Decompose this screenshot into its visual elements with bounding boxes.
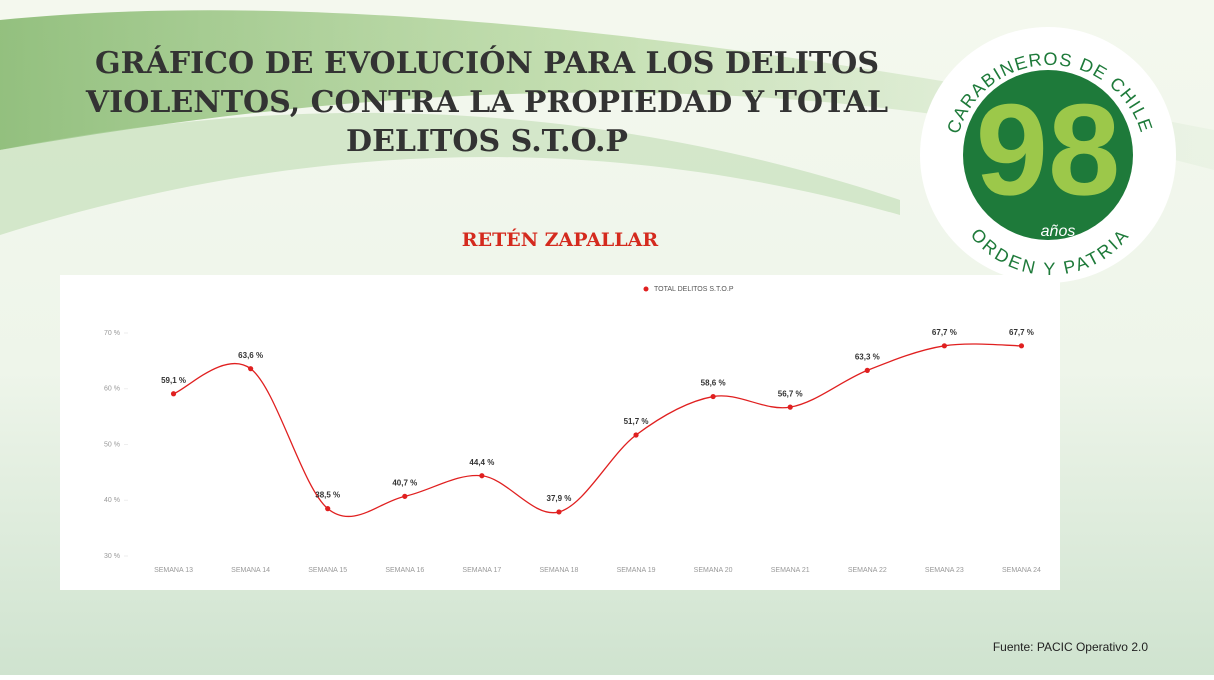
x-tick-label: SEMANA 17 — [462, 567, 501, 574]
point — [788, 405, 793, 410]
data-label: 37,9 % — [547, 494, 572, 503]
title-line: DELITOS S.T.O.P — [346, 124, 628, 159]
y-tick-label: 70 % — [104, 330, 120, 337]
point — [171, 391, 176, 396]
y-tick-label: 40 % — [104, 497, 120, 504]
data-label: 38,5 % — [315, 491, 340, 500]
legend-label: TOTAL DELITOS S.T.O.P — [654, 286, 734, 293]
point — [711, 394, 716, 399]
data-label: 40,7 % — [392, 478, 417, 487]
data-label: 51,7 % — [624, 417, 649, 426]
title-line: GRÁFICO DE EVOLUCIÓN PARA LOS DELITOS — [95, 45, 879, 81]
x-tick-label: SEMANA 24 — [1002, 567, 1041, 574]
data-label: 63,6 % — [238, 351, 263, 360]
data-label: 67,7 % — [1009, 328, 1034, 337]
y-tick-label: 60 % — [104, 386, 120, 393]
x-tick-label: SEMANA 21 — [771, 567, 810, 574]
page: GRÁFICO DE EVOLUCIÓN PARA LOS DELITOS VI… — [0, 0, 1214, 675]
point — [942, 343, 947, 348]
x-tick-label: SEMANA 16 — [385, 567, 424, 574]
point — [556, 509, 561, 514]
logo-number: 98 — [976, 76, 1121, 222]
x-tick-label: SEMANA 20 — [694, 567, 733, 574]
legend-marker — [644, 287, 649, 292]
data-label: 56,7 % — [778, 389, 803, 398]
x-tick-label: SEMANA 23 — [925, 567, 964, 574]
data-label: 59,1 % — [161, 376, 186, 385]
data-label: 67,7 % — [932, 328, 957, 337]
x-tick-label: SEMANA 19 — [617, 567, 656, 574]
x-tick-label: SEMANA 22 — [848, 567, 887, 574]
point — [402, 494, 407, 499]
point — [1019, 343, 1024, 348]
x-tick-label: SEMANA 15 — [308, 567, 347, 574]
point — [325, 506, 330, 511]
data-label: 44,4 % — [469, 458, 494, 467]
x-tick-label: SEMANA 18 — [539, 567, 578, 574]
chart-panel — [60, 275, 1060, 590]
source: Fuente: PACIC Operativo 2.0 — [993, 640, 1149, 654]
subtitle: RETÉN ZAPALLAR — [462, 228, 659, 251]
slide: GRÁFICO DE EVOLUCIÓN PARA LOS DELITOS VI… — [0, 0, 1214, 675]
title-line: VIOLENTOS, CONTRA LA PROPIEDAD Y TOTAL — [85, 85, 888, 120]
data-label: 63,3 % — [855, 352, 880, 361]
y-tick-label: 50 % — [104, 441, 120, 448]
x-tick-label: SEMANA 14 — [231, 567, 270, 574]
point — [248, 366, 253, 371]
point — [633, 432, 638, 437]
y-tick-label: 30 % — [104, 553, 120, 560]
x-tick-label: SEMANA 13 — [154, 567, 193, 574]
point — [479, 473, 484, 478]
logo-years: años — [1041, 223, 1076, 240]
point — [865, 368, 870, 373]
logo: CARABINEROS DE CHILE ORDEN Y PATRIA 98 a… — [920, 27, 1176, 283]
data-label: 58,6 % — [701, 379, 726, 388]
